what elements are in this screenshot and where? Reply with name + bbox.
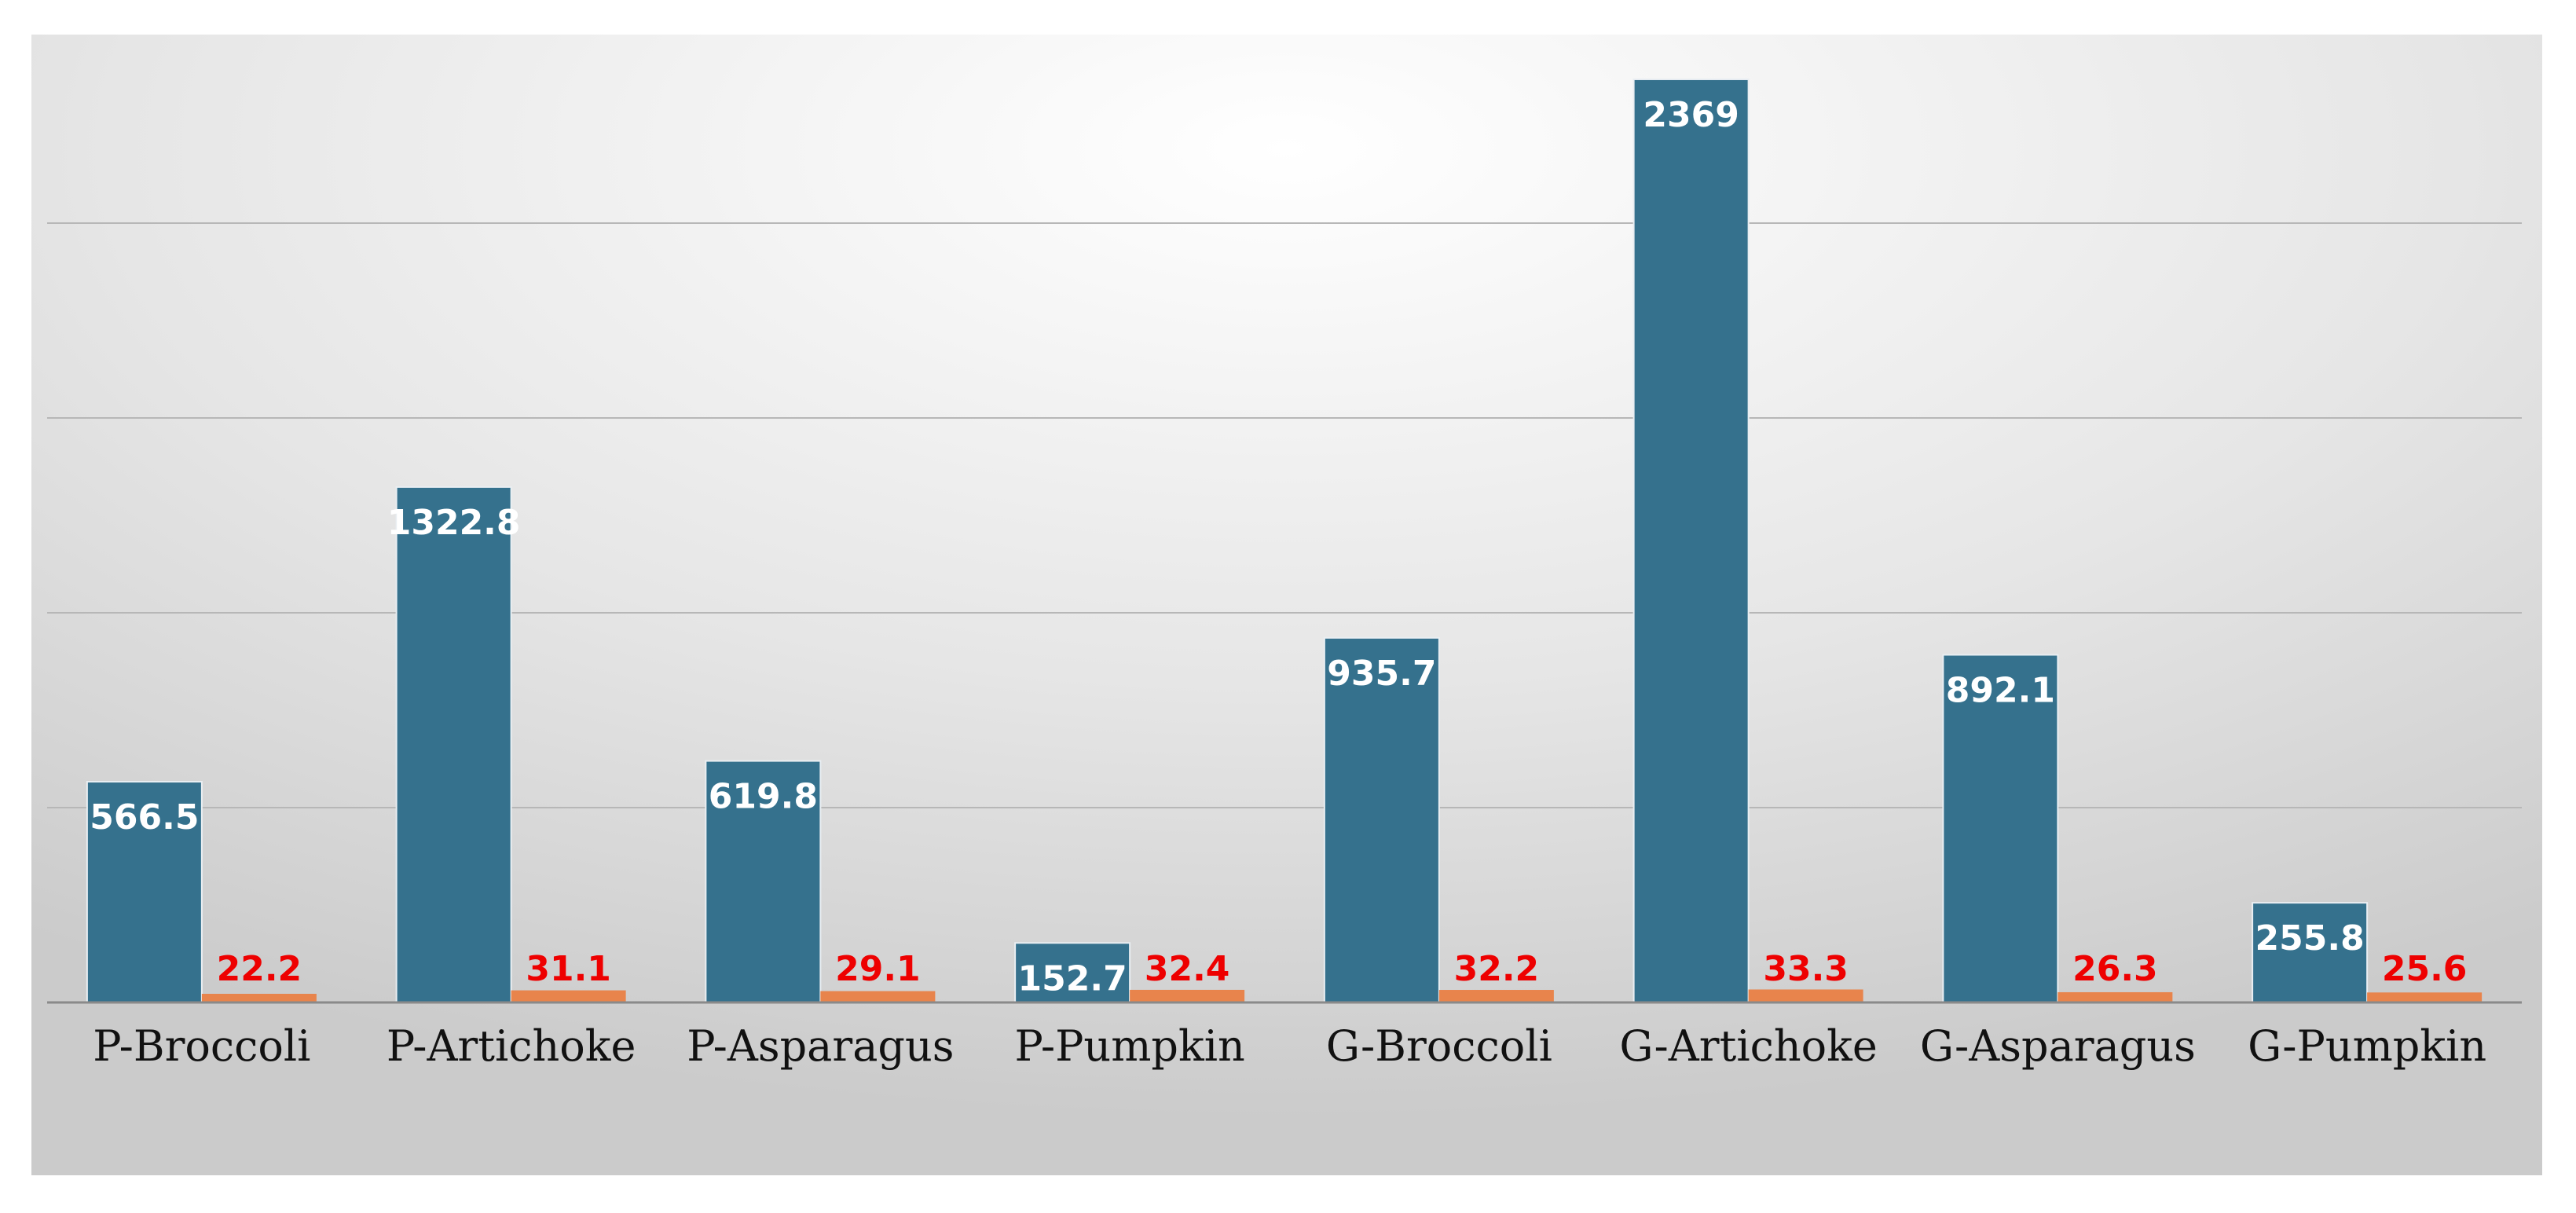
x-tick-label-p-broccoli: P-Broccoli [93,1021,310,1071]
data-label-p-pumpkin-series-1: 152.7 [1018,958,1127,999]
data-label-g-pumpkin-series-1: 255.8 [2255,918,2365,958]
bar-p-broccoli-series-2 [201,993,317,1002]
bar-g-asparagus-series-1 [1942,654,2059,1003]
data-label-g-broccoli-series-1: 935.7 [1327,654,1436,694]
x-tick-label-p-pumpkin: P-Pumpkin [1014,1021,1244,1071]
data-label-p-asparagus-series-1: 619.8 [709,777,818,817]
x-tick-label-p-asparagus: P-Asparagus [687,1021,954,1071]
category-axis: P-Broccoli P-Artichoke P-Asparagus P-Pumpki… [47,1001,2522,1071]
data-label-g-asparagus-series-1: 892.1 [1946,671,2055,711]
bar-p-artichoke-series-1 [395,486,512,1003]
data-label-p-broccoli-series-1: 566.5 [90,797,199,837]
data-label-g-artichoke-series-2: 33.3 [1763,949,1849,989]
bar-p-pumpkin-series-1 [1014,942,1131,1003]
bar-g-asparagus-series-2 [2058,991,2173,1002]
data-label-g-pumpkin-series-2: 25.6 [2382,949,2468,989]
chart-container: 566.5 22.2 1322.8 31.1 619.8 29.1 152.7 32.4 935… [31,35,2542,1175]
x-tick-label-g-artichoke: G-Artichoke [1619,1021,1877,1071]
bar-p-artichoke-series-2 [511,990,626,1002]
data-label-g-asparagus-series-2: 26.3 [2072,949,2158,989]
data-label-g-broccoli-series-2: 32.2 [1454,949,1540,989]
bar-g-pumpkin-series-1 [2252,902,2369,1003]
bar-p-pumpkin-series-2 [1130,989,1245,1002]
x-tick-label-g-pumpkin: G-Pumpkin [2248,1021,2486,1071]
bar-chart: 566.5 22.2 1322.8 31.1 619.8 29.1 152.7 32.4 935… [31,35,2542,1175]
data-label-p-broccoli-series-2: 22.2 [217,949,302,989]
data-label-p-asparagus-series-2: 29.1 [835,949,921,989]
bars [86,78,2483,1004]
bar-p-asparagus-series-2 [820,991,936,1002]
bar-g-pumpkin-series-2 [2367,992,2483,1002]
bar-g-broccoli-series-1 [1323,636,1440,1004]
data-label-g-artichoke-series-1: 2369 [1643,95,1739,135]
data-label-p-artichoke-series-1: 1322.8 [387,503,521,543]
value-labels: 566.5 22.2 1322.8 31.1 619.8 29.1 152.7 32.4 935… [90,95,2467,999]
bar-g-broccoli-series-2 [1438,990,1554,1002]
data-label-p-pumpkin-series-2: 32.4 [1145,949,1230,989]
x-tick-label-g-broccoli: G-Broccoli [1326,1021,1552,1071]
x-tick-label-g-asparagus: G-Asparagus [1920,1021,2196,1071]
bar-g-artichoke-series-2 [1748,989,1863,1002]
data-label-p-artichoke-series-2: 31.1 [526,949,611,989]
bar-g-artichoke-series-1 [1632,78,1750,1004]
x-tick-label-p-artichoke: P-Artichoke [387,1021,636,1071]
